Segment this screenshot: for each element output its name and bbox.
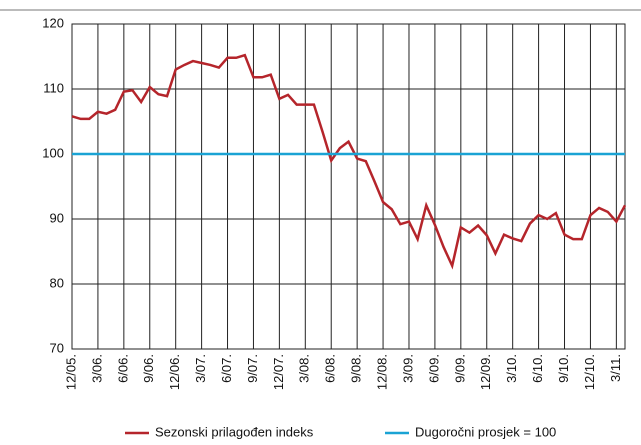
- data-line: [71, 53, 627, 270]
- x-tick-label: 9/06.: [141, 354, 156, 383]
- legend-label: Dugoročni prosjek = 100: [415, 424, 556, 439]
- y-tick-label: 70: [50, 340, 64, 355]
- y-tick-label: 110: [43, 80, 64, 95]
- x-tick-label: 12/07.: [271, 354, 286, 390]
- y-tick-label: 90: [50, 210, 64, 225]
- x-tick-label: 3/07.: [193, 354, 208, 383]
- x-tick-label: 12/09.: [478, 354, 493, 390]
- x-tick-label: 9/10.: [556, 354, 571, 383]
- x-tick-label: 9/08.: [349, 354, 364, 383]
- x-tick-label: 12/10.: [582, 354, 597, 390]
- x-tick-label: 3/06.: [89, 354, 104, 383]
- x-tick-label: 3/10.: [504, 354, 519, 383]
- x-tick-label: 12/06.: [167, 354, 182, 390]
- x-tick-label: 6/09.: [426, 354, 441, 383]
- x-tick-label: 3/08.: [297, 354, 312, 383]
- y-tick-label: 80: [50, 275, 64, 290]
- x-tick-label: 6/08.: [323, 354, 338, 383]
- x-tick-label: 3/09.: [400, 354, 415, 383]
- x-tick-label: 6/07.: [219, 354, 234, 383]
- plot-frame: [71, 23, 626, 350]
- legend-label: Sezonski prilagođen indeks: [155, 424, 314, 439]
- x-tick-label: 9/09.: [452, 354, 467, 383]
- x-tick-label: 6/06.: [115, 354, 130, 383]
- y-tick-label: 120: [42, 15, 64, 30]
- x-tick-label: 12/08.: [375, 354, 390, 390]
- y-tick-label: 100: [42, 145, 64, 160]
- x-tick-label: 6/10.: [530, 354, 545, 383]
- x-tick-label: 3/11.: [608, 354, 623, 382]
- x-tick-label: 12/05.: [63, 354, 78, 390]
- x-tick-label: 9/07.: [245, 354, 260, 383]
